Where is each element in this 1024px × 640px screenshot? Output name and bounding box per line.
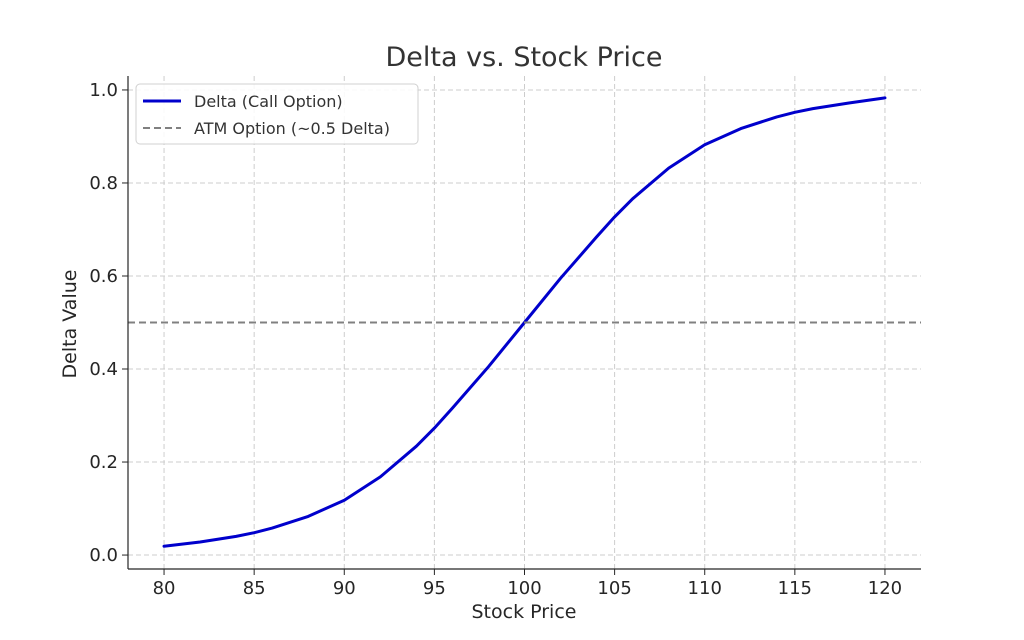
y-tick-label: 0.6 bbox=[89, 266, 118, 287]
series-layer bbox=[128, 96, 921, 548]
x-tick-label: 115 bbox=[778, 578, 812, 599]
x-tick-label: 100 bbox=[507, 578, 541, 599]
ticks: 80 85 90 95 100 105 110 115 120 0.0 0.2 0.4 0.6 0.8 1.… bbox=[89, 80, 902, 599]
y-tick-label: 0.2 bbox=[89, 452, 118, 473]
legend-box bbox=[135, 83, 419, 145]
x-tick-label: 105 bbox=[597, 578, 631, 599]
x-tick-label: 120 bbox=[868, 578, 902, 599]
x-tick-label: 80 bbox=[153, 578, 176, 599]
y-tick-label: 1.0 bbox=[89, 80, 118, 101]
x-tick-label: 85 bbox=[243, 578, 266, 599]
chart-title: Delta vs. Stock Price bbox=[385, 42, 662, 73]
legend: Delta (Call Option) ATM Option (~0.5 Del… bbox=[135, 83, 419, 145]
x-tick-label: 90 bbox=[333, 578, 356, 599]
y-tick-label: 0.0 bbox=[89, 545, 118, 566]
y-axis-label: Delta Value bbox=[59, 270, 81, 379]
y-tick-label: 0.4 bbox=[89, 359, 118, 380]
legend-label-atm: ATM Option (~0.5 Delta) bbox=[194, 119, 390, 138]
y-tick-label: 0.8 bbox=[89, 173, 118, 194]
legend-label-delta: Delta (Call Option) bbox=[194, 92, 343, 111]
x-axis-label: Stock Price bbox=[472, 601, 577, 623]
x-tick-label: 95 bbox=[423, 578, 446, 599]
x-tick-label: 110 bbox=[688, 578, 722, 599]
